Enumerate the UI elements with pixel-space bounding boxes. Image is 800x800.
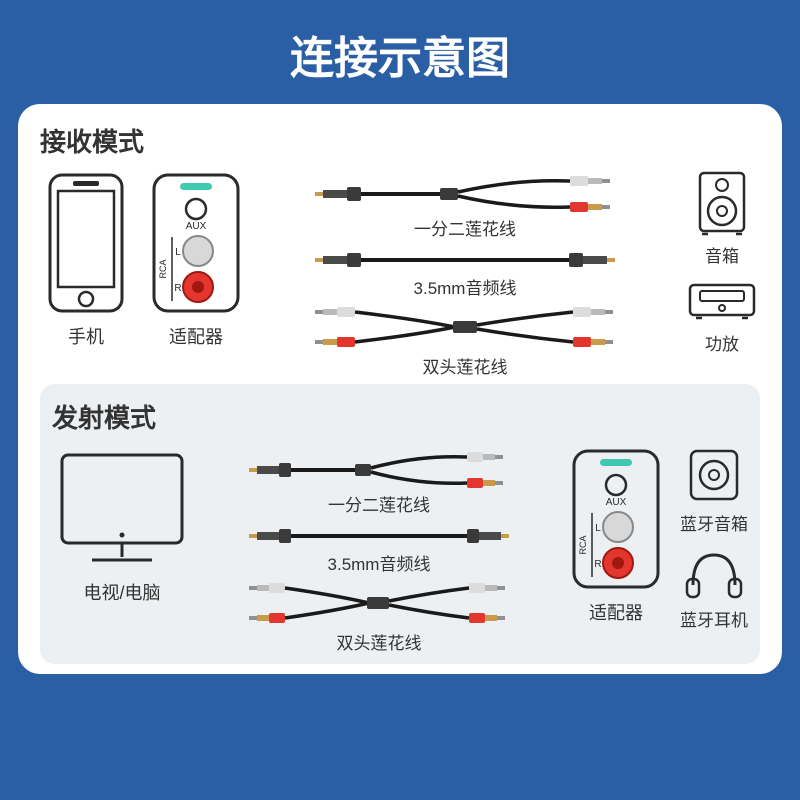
- cable-receive-0-label: 一分二莲花线: [414, 215, 516, 240]
- svg-text:RCA: RCA: [578, 535, 588, 554]
- speaker-icon: [690, 169, 754, 239]
- svg-text:RCA: RCA: [158, 259, 168, 278]
- transmit-mode-block: 发射模式 电视/电脑: [40, 384, 760, 664]
- speaker-label: 音箱: [705, 242, 739, 267]
- adapter-receive: AUX L R RCA 适配器: [146, 169, 246, 349]
- bt-speaker-icon: [683, 445, 745, 507]
- bt-speaker-item: 蓝牙音箱: [680, 445, 748, 535]
- split-cable-icon: [315, 169, 615, 219]
- headphones-icon: [681, 545, 747, 603]
- amplifier-icon: [684, 277, 760, 327]
- cable-transmit-2: 双头莲花线: [206, 577, 552, 654]
- phone-icon: [40, 169, 132, 319]
- cable-receive-0: 一分二莲花线: [260, 169, 670, 240]
- adapter-icon: AUX L R RCA: [146, 169, 246, 319]
- bt-speaker-label: 蓝牙音箱: [680, 510, 748, 535]
- receive-cables: 一分二莲花线 3.5mm音频线: [260, 169, 670, 378]
- phone-label: 手机: [68, 323, 104, 349]
- svg-text:R: R: [594, 559, 601, 570]
- adapter-receive-label: 适配器: [169, 323, 223, 349]
- main-panel: 接收模式 手机 AUX L: [18, 104, 782, 674]
- adapter-transmit-label: 适配器: [589, 599, 643, 625]
- cable-receive-1: 3.5mm音频线: [260, 242, 670, 299]
- receive-mode-title: 接收模式: [40, 122, 760, 159]
- aux-cable-icon: [249, 518, 509, 554]
- rca-dual-cable-icon: [249, 577, 509, 633]
- cable-receive-2-label: 双头莲花线: [423, 353, 508, 378]
- svg-text:AUX: AUX: [186, 221, 207, 232]
- receive-outputs: 音箱 功放: [684, 169, 760, 355]
- speaker-item: 音箱: [684, 169, 760, 267]
- rca-dual-cable-icon: [315, 301, 615, 357]
- transmit-outputs: 蓝牙音箱 蓝牙耳机: [680, 445, 748, 631]
- split-cable-icon: [249, 445, 509, 495]
- svg-text:AUX: AUX: [606, 497, 627, 508]
- svg-text:R: R: [174, 283, 181, 294]
- amp-label: 功放: [705, 330, 739, 355]
- cable-receive-1-label: 3.5mm音频线: [414, 274, 517, 299]
- tv-icon: [52, 445, 192, 575]
- cable-transmit-1-label: 3.5mm音频线: [328, 550, 431, 575]
- tv-item: 电视/电脑: [52, 445, 192, 605]
- cable-transmit-0: 一分二莲花线: [206, 445, 552, 516]
- adapter-icon: AUX L R RCA: [566, 445, 666, 595]
- cable-transmit-2-label: 双头莲花线: [337, 629, 422, 654]
- tv-label: 电视/电脑: [83, 579, 160, 605]
- amp-item: 功放: [684, 277, 760, 355]
- transmit-cables: 一分二莲花线 3.5mm音频线: [206, 445, 552, 654]
- transmit-mode-title: 发射模式: [52, 398, 748, 435]
- aux-cable-icon: [315, 242, 615, 278]
- svg-text:L: L: [175, 247, 181, 258]
- cable-receive-2: 双头莲花线: [260, 301, 670, 378]
- bt-headphone-label: 蓝牙耳机: [680, 606, 748, 631]
- cable-transmit-0-label: 一分二莲花线: [328, 491, 430, 516]
- cable-transmit-1: 3.5mm音频线: [206, 518, 552, 575]
- phone-item: 手机: [40, 169, 132, 349]
- bt-headphone-item: 蓝牙耳机: [680, 545, 748, 631]
- svg-text:L: L: [595, 523, 601, 534]
- adapter-transmit: AUX L R RCA 适配器: [566, 445, 666, 625]
- receive-mode-block: 接收模式 手机 AUX L: [40, 122, 760, 378]
- diagram-title: 连接示意图: [0, 0, 800, 104]
